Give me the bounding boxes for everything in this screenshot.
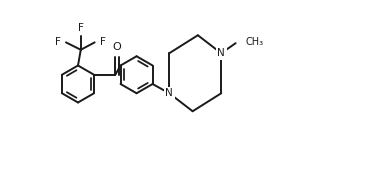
Text: N: N [165, 88, 173, 98]
Text: O: O [113, 42, 121, 52]
Text: N: N [218, 48, 225, 58]
Text: F: F [100, 37, 105, 47]
Text: F: F [55, 37, 61, 47]
Text: F: F [78, 23, 84, 33]
Text: CH₃: CH₃ [246, 37, 264, 47]
